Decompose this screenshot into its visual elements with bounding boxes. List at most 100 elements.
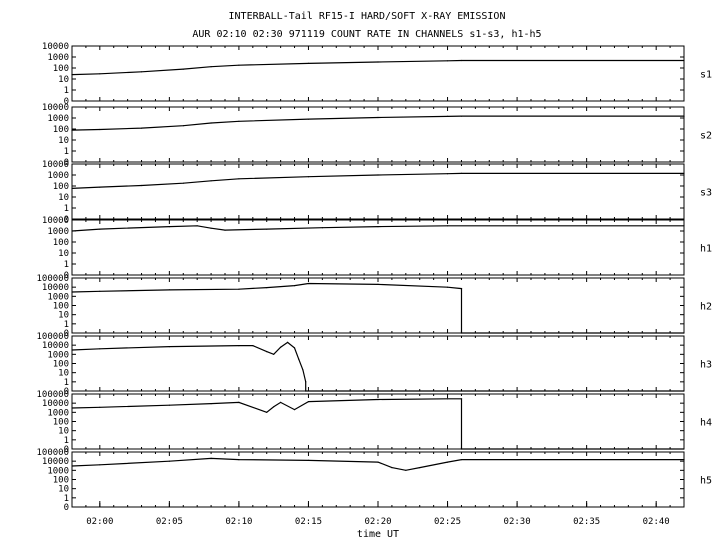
data-point <box>446 115 449 117</box>
y-tick-label: 1000 <box>47 53 69 63</box>
data-point <box>307 401 310 403</box>
y-tick-label: 1 <box>64 147 69 157</box>
data-point <box>391 467 393 469</box>
data-point <box>302 369 304 371</box>
data-point <box>377 116 379 119</box>
data-point <box>140 127 143 129</box>
data-point <box>683 459 685 461</box>
data-point <box>273 406 275 408</box>
y-tick-label: 100 <box>53 182 69 192</box>
data-point <box>280 401 282 403</box>
y-tick-label: 100 <box>53 418 69 428</box>
data-point <box>446 398 449 400</box>
data-point <box>307 62 310 64</box>
data-point <box>210 180 212 182</box>
y-tick-label: 10000 <box>42 399 69 409</box>
y-tick-label: 10000 <box>42 457 69 467</box>
data-point <box>460 459 463 461</box>
data-point <box>293 409 296 411</box>
panel-frame <box>71 277 685 334</box>
y-tick-label: 10000 <box>42 283 69 293</box>
y-tick-label: 1 <box>64 204 69 214</box>
y-tick-label: 100 <box>53 302 69 312</box>
data-point <box>266 351 268 353</box>
data-point <box>99 128 101 131</box>
data-point <box>683 59 685 62</box>
data-point <box>405 469 407 471</box>
y-tick-label: 100 <box>53 238 69 248</box>
series-line-h4 <box>71 398 684 450</box>
panel-label: h5 <box>700 476 712 487</box>
y-tick-label: 10000 <box>42 42 69 52</box>
data-point <box>71 230 73 232</box>
panel-frame <box>71 393 685 450</box>
data-point <box>321 227 323 229</box>
data-point <box>446 461 449 463</box>
y-tick-label: 1 <box>64 378 69 388</box>
data-point <box>99 228 101 230</box>
data-point <box>460 172 463 174</box>
data-point <box>210 66 212 68</box>
data-point <box>307 282 310 285</box>
panel-frame <box>71 451 685 508</box>
data-point <box>377 461 379 463</box>
data-point <box>238 288 240 290</box>
data-point <box>71 349 73 351</box>
data-point <box>210 457 212 459</box>
data-point <box>307 459 310 461</box>
y-tick-label: 10 <box>58 485 69 495</box>
x-tick-label: 02:30 <box>504 517 531 527</box>
data-point <box>266 228 268 230</box>
y-tick-label: 10 <box>58 311 69 321</box>
y-tick-label: 100000 <box>36 332 69 342</box>
data-point <box>99 73 101 75</box>
x-tick-label: 02:10 <box>225 517 252 527</box>
y-tick-label: 10 <box>58 249 69 259</box>
y-tick-label: 1000 <box>47 408 69 418</box>
series-line-h5 <box>71 457 684 471</box>
data-point <box>460 288 463 290</box>
panel-frame <box>71 106 685 163</box>
y-tick-label: 1 <box>64 436 69 446</box>
y-tick-label: 1000 <box>47 227 69 237</box>
data-point <box>683 225 685 227</box>
panel-frame <box>71 163 685 220</box>
y-tick-label: 10000 <box>42 341 69 351</box>
data-point <box>168 404 170 406</box>
y-tick-label: 10 <box>58 369 69 379</box>
y-tick-label: 1 <box>64 86 69 96</box>
series-line-s1 <box>71 59 684 76</box>
panel-frame <box>71 45 685 102</box>
panel-label: h4 <box>700 418 712 429</box>
data-point <box>238 459 240 461</box>
data-point <box>210 122 212 124</box>
y-tick-label: 100 <box>53 64 69 74</box>
panel-label: h3 <box>700 360 712 371</box>
data-point <box>307 176 310 178</box>
y-tick-label: 10 <box>58 193 69 203</box>
data-point <box>168 226 170 228</box>
data-point <box>71 129 73 131</box>
data-point <box>71 291 73 293</box>
panels: 1000010001001010s11000010001001010s21000… <box>36 42 712 513</box>
y-tick-label: 10 <box>58 427 69 437</box>
x-tick-label: 02:15 <box>295 517 322 527</box>
data-point <box>293 285 296 287</box>
data-point <box>182 125 184 127</box>
y-tick-label: 0 <box>64 445 69 455</box>
data-point <box>446 225 449 227</box>
y-tick-label: 0 <box>64 215 69 225</box>
data-point <box>460 398 463 400</box>
x-tick-label: 02:25 <box>434 517 461 527</box>
y-tick-label: 1000 <box>47 292 69 302</box>
data-point <box>99 186 101 188</box>
y-tick-label: 100000 <box>36 390 69 400</box>
data-point <box>419 467 421 469</box>
data-point <box>266 411 268 413</box>
y-tick-label: 0 <box>64 97 69 107</box>
